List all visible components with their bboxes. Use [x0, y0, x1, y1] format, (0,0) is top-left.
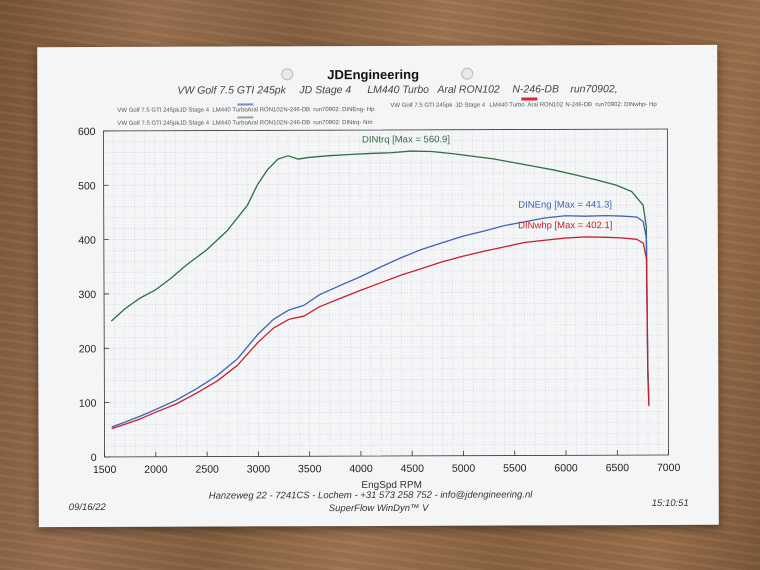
grid-line-vertical [236, 130, 239, 457]
y-tick-label: 300 [78, 289, 96, 301]
grid-line-vertical [441, 129, 444, 456]
series-line-dintrq [110, 150, 650, 404]
grid-line-horizontal [104, 378, 669, 382]
grid-line-horizontal [103, 226, 668, 230]
grid-line-horizontal [104, 432, 669, 436]
print-date: 09/16/22 [68, 501, 106, 514]
x-tick-label: 2500 [195, 464, 219, 476]
grid-line-vertical [585, 129, 587, 456]
grid-line-horizontal [104, 291, 669, 295]
grid-line-vertical [297, 130, 300, 457]
grid-line-horizontal [103, 193, 668, 197]
grid-line-horizontal [103, 204, 668, 208]
grid-line-horizontal [104, 324, 669, 327]
grid-line-horizontal [104, 411, 669, 414]
x-tick-label: 2000 [144, 464, 168, 476]
grid-line-vertical [421, 129, 423, 456]
grid-line-horizontal [103, 172, 668, 175]
x-axis-label: EngSpd RPM [361, 480, 422, 491]
grid-line-horizontal [103, 237, 668, 240]
grid-line-horizontal [104, 443, 669, 447]
grid-line-horizontal [103, 269, 668, 273]
grid-line-vertical [144, 130, 146, 457]
grid-line-vertical [636, 129, 639, 456]
series-label-dinwhp: DINwhp [Max = 402.1] [518, 220, 612, 231]
grid-line-horizontal [103, 161, 668, 164]
grid-line-vertical [113, 130, 116, 457]
series-label-dintrq: DINtrq [Max = 560.9] [362, 134, 450, 145]
grid-line-vertical [215, 130, 218, 457]
dyno-sheet: JDEngineering VW Golf 7.5 GTI 245pk JD S… [37, 44, 719, 528]
x-tick-label: 6500 [606, 462, 630, 474]
grid-line-vertical [513, 129, 516, 456]
grid-line-vertical [544, 129, 546, 456]
grid-line-vertical [410, 129, 413, 456]
grid-line-vertical [195, 130, 198, 457]
chart-labels: DINtrq [Max = 560.9] DINEng [Max = 441.3]… [362, 134, 612, 231]
grid-line-vertical [533, 129, 536, 456]
grid-line-vertical [482, 129, 485, 456]
chart-axes: 1500 2000 2500 3000 3500 4000 4500 5000 5500 6000… [78, 126, 681, 476]
print-time: 15:10:51 [651, 497, 689, 510]
grid-line-vertical [431, 129, 434, 456]
footer-address: Hanzeweg 22 - 7241CS - Lochem - +31 573 … [208, 489, 533, 502]
grid-line-vertical [390, 129, 393, 456]
grid-line-horizontal [104, 335, 669, 338]
grid-line-horizontal [104, 400, 669, 403]
dyno-chart: 1500 2000 2500 3000 3500 4000 4500 5000 5500 6000… [78, 126, 681, 491]
grid-line-horizontal [103, 150, 668, 153]
grid-line-horizontal [103, 139, 668, 143]
grid-line-horizontal [104, 313, 669, 316]
grid-line-horizontal [104, 389, 669, 393]
grid-line-horizontal [104, 422, 669, 425]
grid-line-vertical [605, 129, 608, 456]
grid-line-vertical [287, 130, 290, 457]
grid-line-vertical [318, 130, 321, 457]
x-tick-label: 6000 [554, 462, 578, 474]
x-tick-label: 4000 [349, 463, 373, 475]
footer-software: SuperFlow WinDyn™ V [328, 502, 429, 515]
x-tick-label: 4500 [401, 463, 425, 475]
y-tick-label: 0 [91, 452, 97, 464]
grid-line-vertical [554, 129, 557, 456]
grid-line-horizontal [103, 183, 668, 186]
chart-lines [110, 150, 650, 430]
series-label-dineng: DINEng [Max = 441.3] [518, 199, 612, 210]
y-tick-label: 200 [79, 343, 97, 355]
x-tick-label: 7000 [657, 462, 681, 474]
x-tick-label: 3000 [247, 463, 271, 475]
grid-line-horizontal [104, 356, 669, 360]
grid-line-horizontal [104, 367, 669, 371]
grid-line-vertical [369, 130, 372, 457]
series-line-dineng [111, 214, 650, 428]
x-tick-label: 3500 [298, 463, 322, 475]
grid-line-horizontal [103, 280, 668, 284]
grid-line-horizontal [103, 215, 668, 219]
grid-line-vertical [359, 130, 362, 457]
grid-line-horizontal [104, 302, 669, 306]
grid-line-horizontal [104, 346, 669, 349]
x-tick-label: 5000 [452, 463, 476, 475]
grid-line-vertical [492, 129, 495, 456]
x-tick-label: 5500 [503, 462, 527, 474]
grid-line-vertical [123, 130, 126, 457]
grid-line-vertical [564, 129, 567, 456]
grid-line-vertical [656, 129, 659, 456]
grid-line-horizontal [103, 259, 668, 262]
chart-grid [103, 129, 669, 457]
y-tick-label: 100 [79, 398, 97, 410]
y-tick-label: 500 [78, 180, 96, 192]
grid-line-vertical [246, 130, 249, 457]
y-tick-label: 600 [78, 126, 96, 138]
grid-line-vertical [462, 129, 464, 456]
grid-line-vertical [267, 130, 269, 457]
x-tick-label: 1500 [93, 464, 117, 476]
grid-line-vertical [339, 130, 341, 457]
series-line-dinwhp [111, 236, 650, 430]
y-tick-label: 400 [78, 235, 96, 247]
grid-line-horizontal [103, 248, 668, 251]
